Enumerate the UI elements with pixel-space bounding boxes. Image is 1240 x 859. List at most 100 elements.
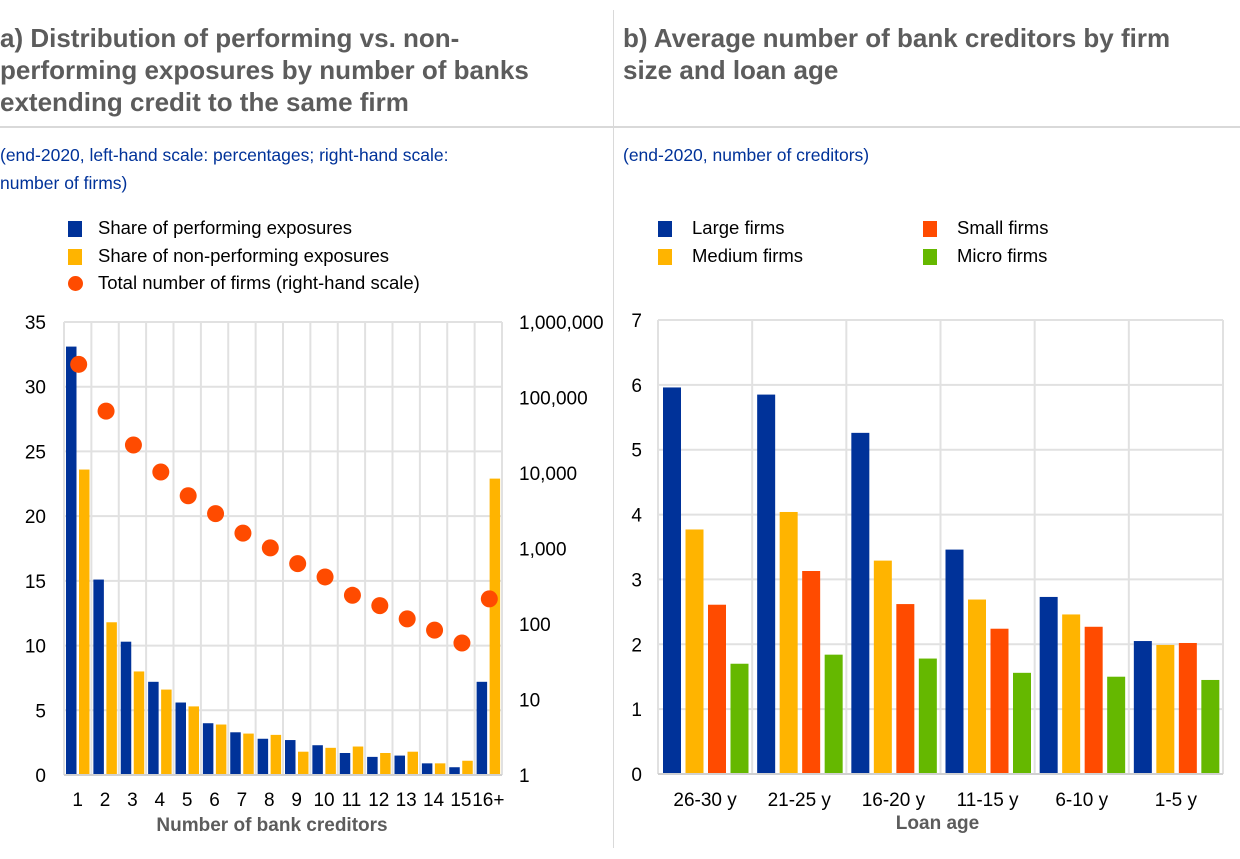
y-tick-label: 0 bbox=[631, 765, 642, 786]
x-tick-label: 16+ bbox=[472, 790, 504, 811]
bar-performing bbox=[339, 752, 351, 775]
legend-dot-total-firms bbox=[68, 276, 83, 291]
x-tick-label: 5 bbox=[182, 790, 193, 811]
y-tick-label: 7 bbox=[631, 311, 642, 332]
bar-non-performing bbox=[243, 733, 254, 775]
x-tick-label: 2 bbox=[100, 790, 111, 811]
bar-large-firms bbox=[945, 549, 964, 774]
y-tick-label-right: 100,000 bbox=[519, 389, 588, 410]
panel-a-title-line: performing exposures by number of banks bbox=[0, 55, 529, 85]
y-tick-label-left: 30 bbox=[25, 378, 46, 399]
y-tick-label: 6 bbox=[631, 376, 642, 397]
panel-a-title-line: a) Distribution of performing vs. non- bbox=[0, 23, 460, 53]
bar-performing bbox=[175, 702, 186, 775]
bar-non-performing bbox=[298, 751, 309, 775]
panel-a-subtitle-line: (end-2020, left-hand scale: percentages;… bbox=[0, 145, 449, 165]
dot-total-firms bbox=[453, 634, 471, 652]
y-tick-label-left: 10 bbox=[25, 637, 46, 658]
bar-performing bbox=[367, 756, 378, 775]
bar-performing bbox=[202, 723, 214, 775]
legend-swatch-medium-firms bbox=[658, 249, 672, 265]
bar-micro-firms bbox=[918, 658, 937, 774]
panel-b-subtitle-line: (end-2020, number of creditors) bbox=[623, 145, 870, 165]
x-tick-label: 1-5 y bbox=[1155, 790, 1198, 811]
x-tick-label: 15 bbox=[450, 790, 471, 811]
x-tick-label: 6 bbox=[209, 790, 220, 811]
x-tick-label: 4 bbox=[155, 790, 166, 811]
bar-non-performing bbox=[380, 752, 391, 775]
x-tick-label: 21-25 y bbox=[768, 790, 832, 811]
dot-total-firms bbox=[316, 568, 334, 586]
bar-large-firms bbox=[1133, 641, 1152, 774]
bar-performing bbox=[394, 755, 405, 775]
bar-non-performing bbox=[106, 622, 117, 775]
dot-total-firms bbox=[70, 355, 88, 373]
bar-medium-firms bbox=[873, 560, 892, 774]
dot-total-firms bbox=[426, 621, 444, 639]
bar-performing bbox=[66, 346, 77, 775]
y-tick-label-left: 25 bbox=[25, 442, 46, 463]
legend-swatch-non-performing bbox=[68, 249, 82, 265]
legend-label: Share of performing exposures bbox=[98, 217, 352, 238]
y-tick-label-right: 100 bbox=[519, 615, 551, 636]
legend-swatch-small-firms bbox=[923, 221, 937, 237]
bar-non-performing bbox=[133, 671, 145, 775]
bar-small-firms bbox=[708, 604, 726, 774]
bar-performing bbox=[476, 681, 488, 775]
header-divider bbox=[0, 126, 1240, 128]
panel-b-title-line: b) Average number of bank creditors by f… bbox=[623, 23, 1171, 53]
bar-micro-firms bbox=[1201, 679, 1220, 774]
bar-performing bbox=[230, 732, 241, 775]
dot-total-firms bbox=[480, 590, 498, 608]
y-tick-label-left: 0 bbox=[35, 766, 46, 787]
bar-performing bbox=[257, 738, 269, 775]
bar-large-firms bbox=[757, 394, 776, 774]
bar-performing bbox=[148, 681, 159, 775]
legend-label: Micro firms bbox=[957, 245, 1048, 266]
bar-non-performing bbox=[407, 751, 418, 775]
bar-large-firms bbox=[663, 387, 681, 774]
panel-a-title-line: extending credit to the same firm bbox=[0, 87, 409, 117]
x-tick-label: 14 bbox=[423, 790, 445, 811]
dot-total-firms bbox=[152, 463, 170, 481]
bar-non-performing bbox=[489, 478, 501, 775]
dot-total-firms bbox=[398, 610, 416, 628]
x-tick-label: 8 bbox=[264, 790, 275, 811]
bar-small-firms bbox=[990, 628, 1009, 774]
y-tick-label-left: 35 bbox=[25, 313, 46, 334]
panel-divider bbox=[613, 10, 614, 848]
x-tick-label: 7 bbox=[237, 790, 248, 811]
dot-total-firms bbox=[343, 586, 361, 604]
y-tick-label-right: 10,000 bbox=[519, 464, 577, 485]
y-tick-label-left: 20 bbox=[25, 507, 46, 528]
bar-micro-firms bbox=[824, 654, 843, 774]
x-tick-label: 11-15 y bbox=[957, 790, 1019, 811]
y-tick-label-right: 1,000 bbox=[519, 540, 567, 561]
dot-total-firms bbox=[234, 524, 252, 542]
x-tick-label: 16-20 y bbox=[862, 790, 926, 811]
y-tick-label-left: 15 bbox=[25, 572, 46, 593]
bar-small-firms bbox=[1084, 626, 1103, 774]
bar-medium-firms bbox=[779, 511, 798, 774]
bar-medium-firms bbox=[685, 529, 704, 774]
bar-non-performing bbox=[462, 760, 473, 775]
y-tick-label-left: 5 bbox=[35, 701, 46, 722]
dot-total-firms bbox=[261, 539, 279, 557]
legend-label: Small firms bbox=[957, 217, 1049, 238]
bar-performing bbox=[449, 767, 460, 775]
bar-non-performing bbox=[161, 689, 172, 775]
x-tick-label: 6-10 y bbox=[1055, 790, 1108, 811]
panel-b-legend: Large firms Small firms Medium firms Mic… bbox=[658, 215, 1218, 275]
legend-swatch-performing bbox=[68, 221, 82, 237]
y-tick-label: 2 bbox=[631, 635, 642, 656]
dot-total-firms bbox=[97, 402, 115, 420]
legend-swatch-micro-firms bbox=[923, 249, 937, 265]
bar-performing bbox=[285, 740, 296, 775]
bar-non-performing bbox=[434, 763, 446, 775]
bar-micro-firms bbox=[1107, 676, 1126, 774]
x-tick-label: 26-30 y bbox=[673, 790, 737, 811]
panel-b-title: b) Average number of bank creditors by f… bbox=[623, 22, 1238, 86]
legend-label: Large firms bbox=[692, 217, 785, 238]
x-tick-label: 10 bbox=[313, 790, 334, 811]
dot-total-firms bbox=[371, 597, 389, 615]
